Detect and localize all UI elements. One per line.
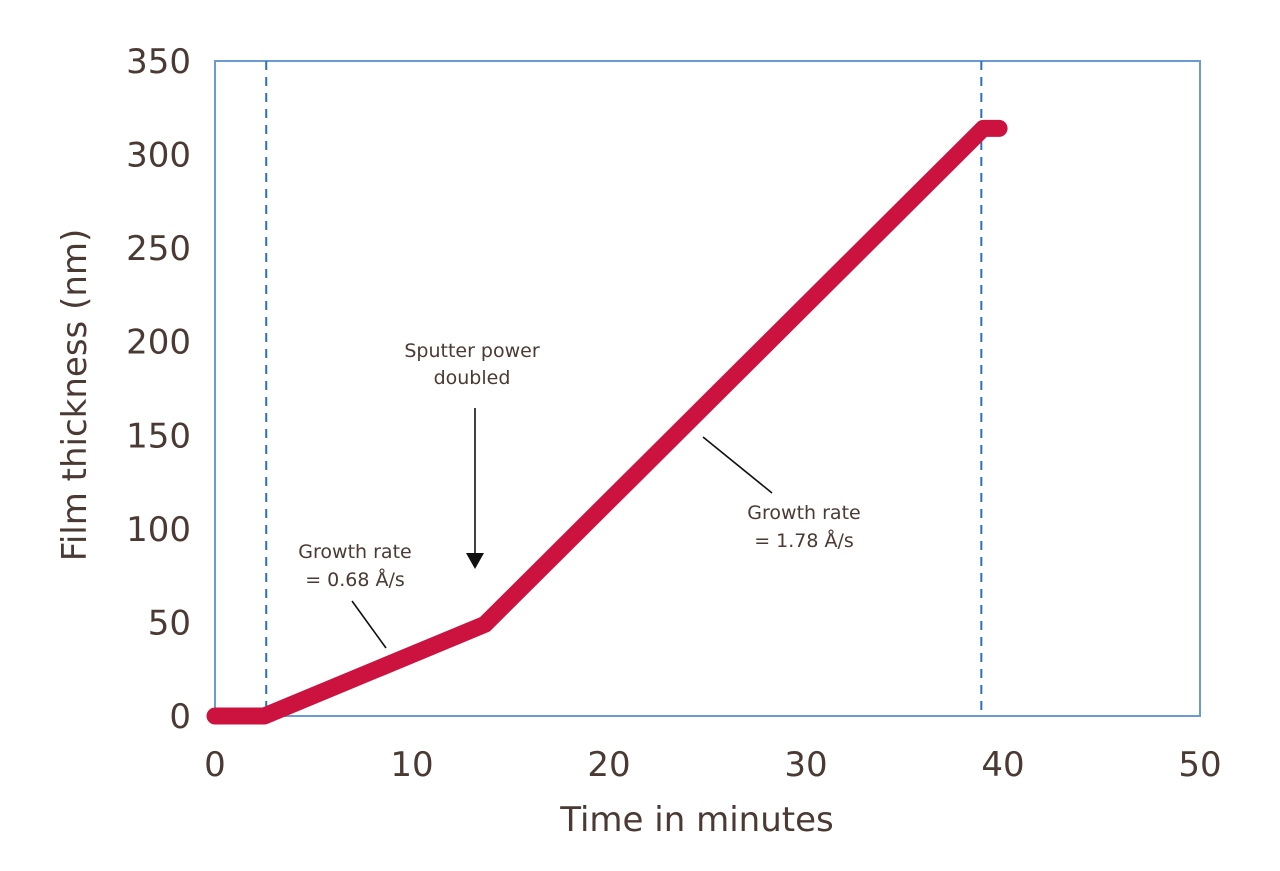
x-axis-title: Time in minutes [559, 800, 833, 840]
x-tick-label: 30 [784, 745, 827, 785]
y-tick-label: 350 [126, 42, 191, 82]
x-tick-label: 50 [1178, 745, 1221, 785]
x-axis-ticks: 0 10 20 30 40 50 [204, 745, 1221, 785]
y-tick-label: 200 [126, 323, 191, 363]
annotation-rate2-line2: = 1.78 Å/s [754, 529, 854, 552]
annotation-rate2-leader [702, 436, 773, 494]
y-axis-ticks: 0 50 100 150 200 250 300 350 [126, 42, 191, 737]
annotation-rate1-line2: = 0.68 Å/s [305, 568, 405, 591]
y-tick-label: 100 [126, 510, 191, 550]
y-tick-label: 300 [126, 136, 191, 176]
x-tick-label: 10 [390, 745, 433, 785]
annotation-rate1-leader [351, 600, 387, 649]
x-tick-label: 40 [981, 745, 1024, 785]
plot-frame [214, 60, 1201, 717]
annotation-power-arrowhead [466, 553, 484, 569]
y-axis-title: Film thickness (nm) [55, 229, 95, 562]
y-tick-label: 50 [148, 603, 191, 643]
thickness-series-line [206, 119, 1008, 725]
reference-lines [265, 61, 983, 716]
y-tick-label: 250 [126, 229, 191, 269]
annotation-power-line2: doubled [434, 367, 511, 389]
annotation-rate1-line1: Growth rate [298, 541, 411, 563]
annotation-rate2-line1: Growth rate [747, 502, 860, 524]
x-tick-label: 20 [587, 745, 630, 785]
y-tick-label: 150 [126, 416, 191, 456]
y-tick-label: 0 [169, 697, 191, 737]
x-tick-label: 0 [204, 745, 226, 785]
annotation-power-line1: Sputter power [404, 340, 540, 362]
